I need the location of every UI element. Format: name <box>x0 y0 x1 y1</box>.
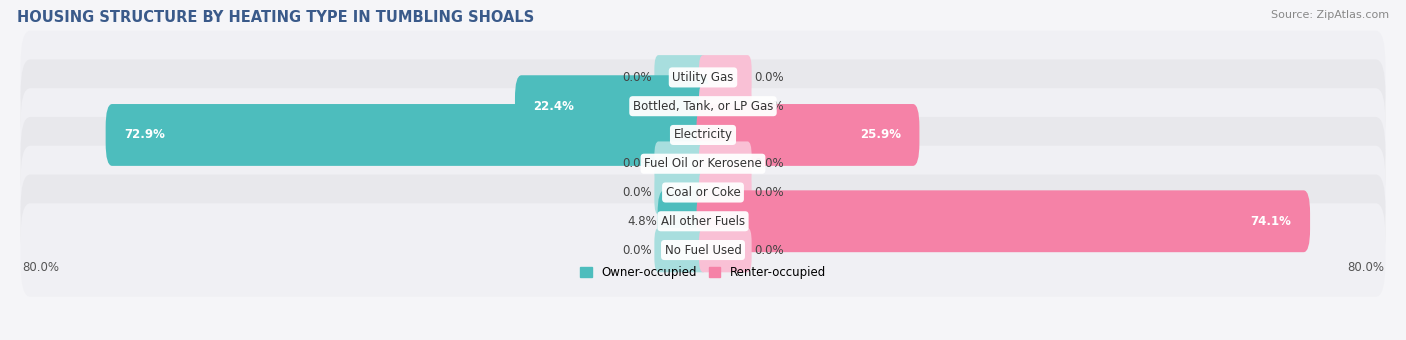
FancyBboxPatch shape <box>21 174 1385 268</box>
Text: Source: ZipAtlas.com: Source: ZipAtlas.com <box>1271 10 1389 20</box>
FancyBboxPatch shape <box>21 31 1385 124</box>
FancyBboxPatch shape <box>654 170 707 215</box>
FancyBboxPatch shape <box>515 75 710 137</box>
Text: Fuel Oil or Kerosene: Fuel Oil or Kerosene <box>644 157 762 170</box>
FancyBboxPatch shape <box>654 55 707 100</box>
FancyBboxPatch shape <box>21 88 1385 182</box>
FancyBboxPatch shape <box>699 84 752 129</box>
Text: Utility Gas: Utility Gas <box>672 71 734 84</box>
Text: 80.0%: 80.0% <box>22 261 59 274</box>
FancyBboxPatch shape <box>21 117 1385 210</box>
Text: All other Fuels: All other Fuels <box>661 215 745 228</box>
Text: 0.0%: 0.0% <box>754 186 783 199</box>
FancyBboxPatch shape <box>21 59 1385 153</box>
Text: HOUSING STRUCTURE BY HEATING TYPE IN TUMBLING SHOALS: HOUSING STRUCTURE BY HEATING TYPE IN TUM… <box>17 10 534 25</box>
FancyBboxPatch shape <box>699 228 752 272</box>
Text: Bottled, Tank, or LP Gas: Bottled, Tank, or LP Gas <box>633 100 773 113</box>
FancyBboxPatch shape <box>21 203 1385 297</box>
Text: 0.0%: 0.0% <box>754 71 783 84</box>
FancyBboxPatch shape <box>654 228 707 272</box>
FancyBboxPatch shape <box>105 104 710 166</box>
Text: 74.1%: 74.1% <box>1250 215 1292 228</box>
Text: 0.0%: 0.0% <box>623 71 652 84</box>
FancyBboxPatch shape <box>654 141 707 186</box>
Text: 25.9%: 25.9% <box>859 129 901 141</box>
Text: No Fuel Used: No Fuel Used <box>665 243 741 257</box>
Legend: Owner-occupied, Renter-occupied: Owner-occupied, Renter-occupied <box>575 262 831 284</box>
Text: 72.9%: 72.9% <box>124 129 165 141</box>
FancyBboxPatch shape <box>696 104 920 166</box>
FancyBboxPatch shape <box>699 55 752 100</box>
FancyBboxPatch shape <box>658 190 710 252</box>
Text: 4.8%: 4.8% <box>628 215 658 228</box>
Text: Electricity: Electricity <box>673 129 733 141</box>
Text: 0.0%: 0.0% <box>754 243 783 257</box>
FancyBboxPatch shape <box>696 190 1310 252</box>
Text: 80.0%: 80.0% <box>1347 261 1384 274</box>
Text: 0.0%: 0.0% <box>623 186 652 199</box>
Text: 0.0%: 0.0% <box>754 157 783 170</box>
FancyBboxPatch shape <box>21 146 1385 239</box>
Text: 22.4%: 22.4% <box>534 100 575 113</box>
Text: 0.0%: 0.0% <box>754 100 783 113</box>
FancyBboxPatch shape <box>699 141 752 186</box>
Text: 0.0%: 0.0% <box>623 243 652 257</box>
Text: Coal or Coke: Coal or Coke <box>665 186 741 199</box>
FancyBboxPatch shape <box>699 170 752 215</box>
Text: 0.0%: 0.0% <box>623 157 652 170</box>
